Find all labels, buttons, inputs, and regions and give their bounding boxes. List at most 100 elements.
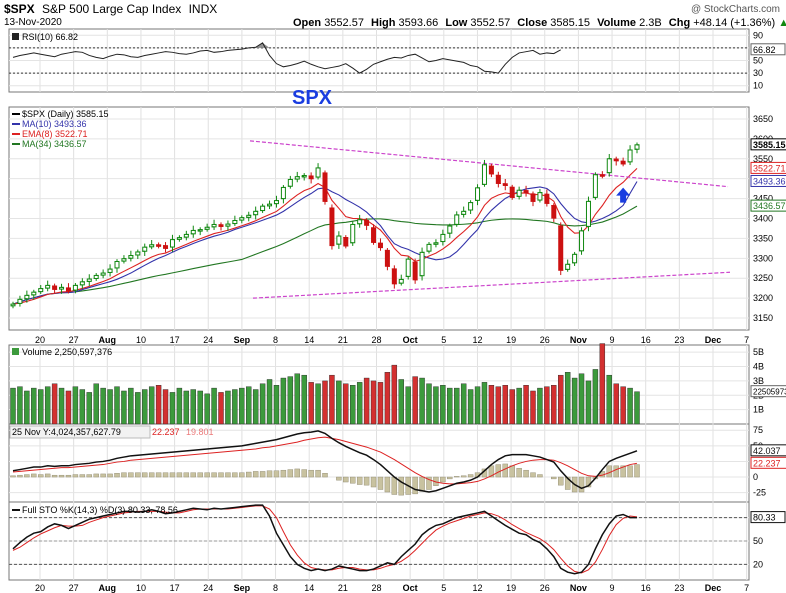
macd-histogram-bar <box>72 474 79 478</box>
volume-bar <box>564 372 571 425</box>
rsi-last-tag-box <box>750 43 786 56</box>
price-ytick-label: 3250 <box>753 273 773 283</box>
close-label: Close <box>517 17 548 29</box>
candle-body <box>190 229 196 235</box>
macd-histogram-bar <box>162 472 169 478</box>
macd-histogram-bar <box>509 465 515 478</box>
price-tag-box <box>750 199 786 212</box>
volume-bar <box>107 389 113 425</box>
macd-legend-signal: 19.801 <box>186 427 214 437</box>
exchange: INDX <box>188 2 218 16</box>
macd-histogram-bar <box>218 472 224 478</box>
volume-bar <box>162 389 169 425</box>
macd-histogram-bar <box>315 469 321 478</box>
x-axis-label-lower: 17 <box>170 583 180 593</box>
rsi-ytick-label: 90 <box>753 30 763 40</box>
volume-bar <box>17 386 23 425</box>
chart-overlay-title: SPX <box>292 87 333 109</box>
price-tag-value: 3585.15 <box>753 140 786 150</box>
volume-bar <box>301 374 307 425</box>
volume-bar <box>343 383 349 425</box>
price-ytick-label: 3300 <box>753 253 773 263</box>
volume-bar <box>79 389 86 425</box>
candle-body <box>516 189 522 197</box>
candle-body <box>530 193 536 202</box>
macd-histogram-bar <box>211 472 217 478</box>
candle-body <box>454 214 460 225</box>
volume-bar <box>322 380 328 425</box>
volume-bar <box>329 374 335 425</box>
volume-ytick-label: 5B <box>753 347 764 357</box>
candle-body <box>315 167 321 178</box>
candle-body <box>253 210 259 216</box>
volume-bar <box>460 383 467 425</box>
volume-last-tag-box <box>750 385 786 398</box>
volume-bar <box>266 379 273 425</box>
volume-bar <box>44 386 51 425</box>
macd-histogram-bar <box>488 465 495 478</box>
macd-signal-line <box>12 436 638 485</box>
macd-histogram-bar <box>523 469 529 478</box>
candle-body <box>592 174 598 198</box>
candle-body <box>551 205 557 219</box>
macd-histogram-bar <box>551 476 557 480</box>
volume-bar <box>38 389 44 425</box>
rsi-legend: RSI(10) 66.82 <box>22 32 78 42</box>
candle-body <box>488 165 494 175</box>
x-axis-label-upper: 17 <box>170 335 180 345</box>
price-ytick-label: 3350 <box>753 233 773 243</box>
volume-bar <box>440 385 446 425</box>
macd-histogram-bar <box>155 472 162 478</box>
chart-date: 13-Nov-2020 <box>4 17 62 28</box>
volume-bar <box>495 386 502 425</box>
volume-bar <box>391 364 398 425</box>
volume-bar <box>356 382 363 425</box>
macd-histogram-bar <box>419 476 425 492</box>
macd-ytick-label: 0 <box>753 472 758 482</box>
price-ytick-label: 3400 <box>753 214 773 224</box>
candle-body <box>17 298 23 304</box>
volume-bar <box>530 390 536 425</box>
volume-bar <box>537 387 543 425</box>
volume-bar <box>252 389 259 425</box>
macd-line <box>12 430 638 493</box>
candle-body <box>627 149 633 163</box>
volume-bar <box>294 373 300 425</box>
lower-trendline <box>252 271 731 299</box>
volume-bar <box>86 392 92 425</box>
volume-bar <box>523 385 529 425</box>
candle-body <box>391 268 397 285</box>
x-axis-label-lower: 19 <box>506 583 516 593</box>
volume-bar <box>634 391 640 425</box>
x-axis-label-lower: 10 <box>136 583 146 593</box>
candle-body <box>468 202 474 211</box>
volume-bar <box>467 389 474 425</box>
volume-bar <box>155 385 162 425</box>
macd-histogram-bar <box>225 472 231 478</box>
macd-histogram-bar <box>183 472 190 478</box>
candle-body <box>481 164 487 185</box>
volume-bar <box>211 387 217 425</box>
x-axis-label-upper: 5 <box>441 335 446 345</box>
volume-bar <box>114 386 120 425</box>
volume-bar <box>412 376 418 425</box>
candle-body <box>384 249 390 267</box>
macd-histogram-bar <box>343 476 349 483</box>
candle-body <box>24 294 30 300</box>
macd-histogram-bar <box>412 476 418 495</box>
volume-bar <box>183 390 190 425</box>
volume-bar <box>405 386 411 425</box>
x-axis-label-upper: 23 <box>674 335 684 345</box>
macd-tag-box <box>750 444 786 457</box>
volume-bar <box>558 374 564 425</box>
sto-last-value: 80.33 <box>753 513 776 523</box>
price-tag-value: 3436.57 <box>753 201 786 211</box>
x-axis-label-lower: 16 <box>641 583 651 593</box>
macd-histogram-bar <box>350 476 356 484</box>
rsi-ytick-label: 30 <box>753 68 763 78</box>
volume-legend-swatch <box>12 348 19 355</box>
volume-bar <box>363 377 370 425</box>
candle-body <box>287 178 293 187</box>
candle-body <box>107 268 113 273</box>
macd-histogram-bar <box>10 475 16 478</box>
